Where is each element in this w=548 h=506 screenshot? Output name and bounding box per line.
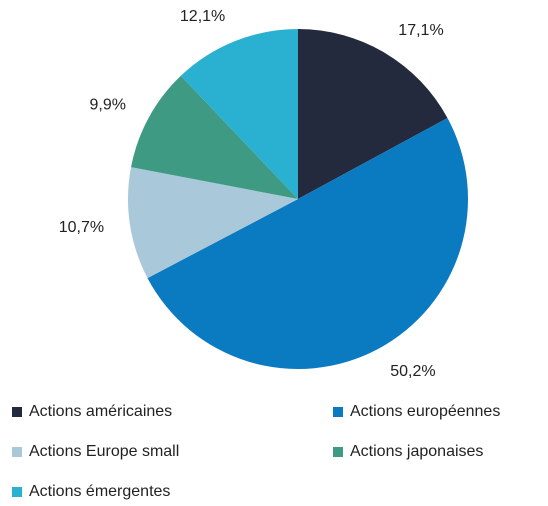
legend-swatch [333, 407, 343, 417]
legend-label: Actions américaines [29, 403, 172, 420]
legend-label: Actions Europe small [29, 443, 179, 460]
legend-swatch [12, 407, 22, 417]
data-label: 50,2% [390, 363, 435, 380]
pie-slice [128, 167, 298, 279]
legend-swatch [12, 447, 22, 457]
data-label: 10,7% [59, 219, 104, 236]
legend-swatch [333, 447, 343, 457]
pie-slice [131, 75, 298, 199]
data-label: 9,9% [89, 96, 125, 113]
data-label: 12,1% [180, 8, 225, 25]
data-label: 17,1% [398, 22, 443, 39]
legend-swatch [12, 487, 22, 497]
legend-label: Actions émergentes [29, 483, 170, 500]
pie-slice [147, 118, 469, 370]
pie-slice [298, 29, 448, 199]
pie-slice [180, 29, 298, 199]
legend-label: Actions européennes [350, 403, 500, 420]
legend-label: Actions japonaises [350, 443, 483, 460]
